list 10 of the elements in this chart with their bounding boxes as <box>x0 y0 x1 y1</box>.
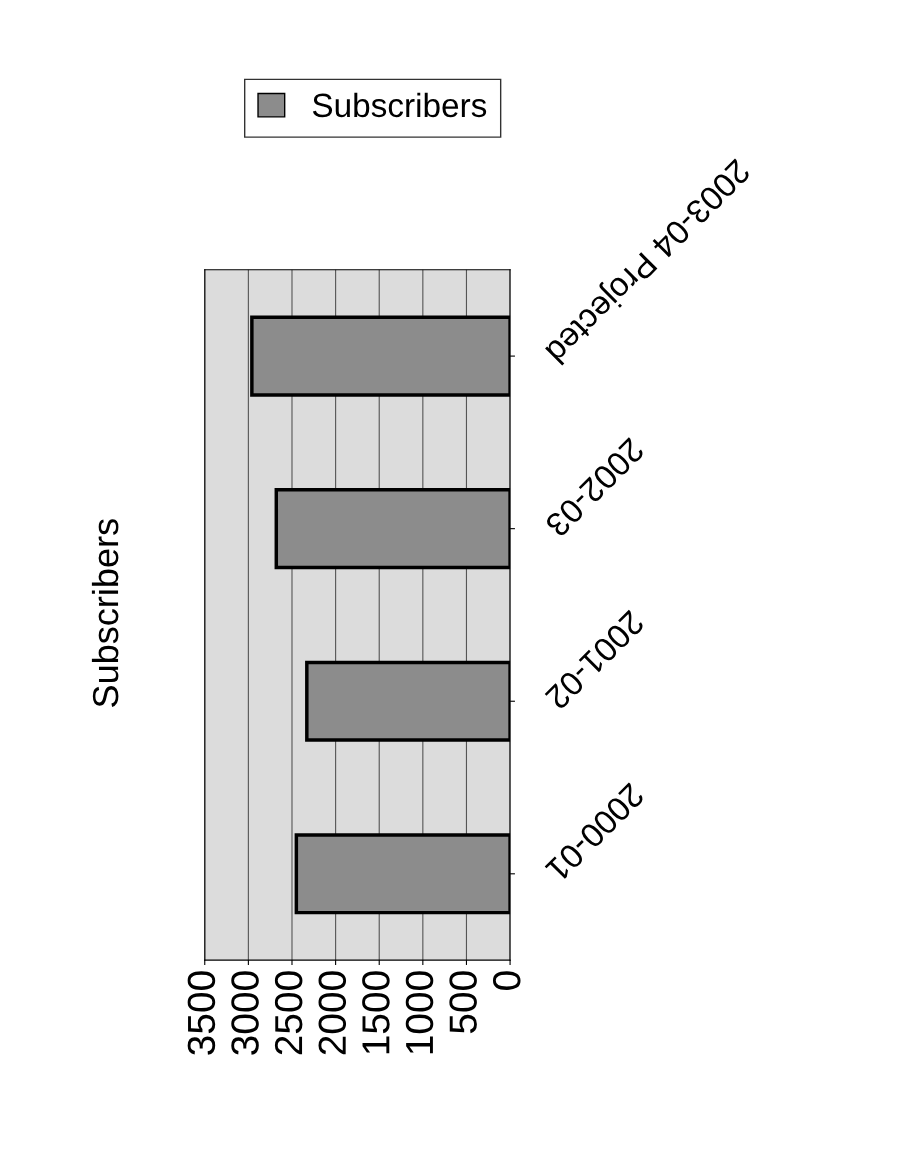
x-tick-label: 2000 <box>318 971 347 1055</box>
x-tick-label: 2500 <box>274 971 303 1055</box>
x-tick-label: 3000 <box>231 971 259 1055</box>
x-tick-label: 3500 <box>187 971 216 1055</box>
text: Subscribers <box>91 519 119 707</box>
x-tick-label: 500 <box>449 971 477 1034</box>
x-tick-label: 0 <box>492 971 521 990</box>
x-tick-label: 1000 <box>405 971 434 1054</box>
legend-label: Subscribers <box>312 92 487 118</box>
x-tick-label: 1500 <box>362 971 390 1054</box>
